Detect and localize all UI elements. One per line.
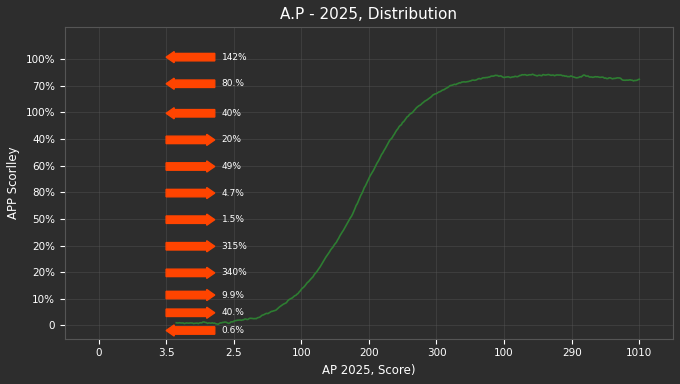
Y-axis label: APP Scorlley: APP Scorlley [7,147,20,219]
Text: 49%: 49% [222,162,241,171]
FancyArrow shape [166,307,215,318]
FancyArrow shape [166,267,215,278]
Text: 9.9%: 9.9% [222,291,245,300]
Text: 40.%: 40.% [222,308,244,317]
Text: 40%: 40% [222,109,241,118]
Text: 4.7%: 4.7% [222,189,244,198]
Text: 0.6%: 0.6% [222,326,245,335]
FancyArrow shape [166,241,215,252]
FancyArrow shape [166,161,215,172]
FancyArrow shape [166,325,215,336]
FancyArrow shape [166,108,215,119]
FancyArrow shape [166,51,215,63]
FancyArrow shape [166,214,215,225]
Text: 80.%: 80.% [222,79,245,88]
Text: 20%: 20% [222,136,241,144]
FancyArrow shape [166,187,215,199]
FancyArrow shape [166,134,215,146]
Text: 142%: 142% [222,53,247,62]
Text: 1.5%: 1.5% [222,215,245,224]
Title: A.P - 2025, Distribution: A.P - 2025, Distribution [280,7,458,22]
Text: 315%: 315% [222,242,248,251]
Text: 340%: 340% [222,268,248,277]
FancyArrow shape [166,78,215,89]
FancyArrow shape [166,290,215,301]
X-axis label: AP 2025, Score): AP 2025, Score) [322,364,415,377]
